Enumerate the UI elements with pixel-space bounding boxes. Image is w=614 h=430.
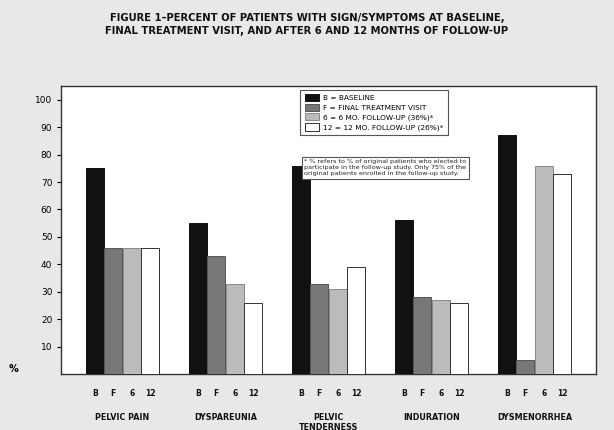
Bar: [207, 256, 225, 374]
Text: F: F: [317, 389, 322, 398]
Text: 12: 12: [557, 389, 567, 398]
Text: 12: 12: [145, 389, 155, 398]
Text: 6: 6: [438, 389, 443, 398]
Bar: [328, 289, 347, 374]
Bar: [310, 283, 328, 374]
Bar: [292, 166, 309, 374]
Bar: [104, 248, 122, 374]
Text: FIGURE 1–PERCENT OF PATIENTS WITH SIGN/SYMPTOMS AT BASELINE,
FINAL TREATMENT VIS: FIGURE 1–PERCENT OF PATIENTS WITH SIGN/S…: [106, 13, 508, 36]
Text: 6: 6: [335, 389, 340, 398]
Text: 6: 6: [129, 389, 134, 398]
Text: 12: 12: [454, 389, 465, 398]
Bar: [141, 248, 159, 374]
Bar: [395, 221, 413, 374]
Bar: [86, 168, 104, 374]
Text: F: F: [111, 389, 116, 398]
Text: B: B: [504, 389, 510, 398]
Bar: [553, 174, 571, 374]
Text: INDURATION: INDURATION: [403, 412, 460, 421]
Bar: [516, 360, 534, 374]
Bar: [348, 267, 365, 374]
Text: B: B: [92, 389, 98, 398]
Text: 6: 6: [232, 389, 238, 398]
Bar: [450, 303, 468, 374]
Legend: B = BASELINE, F = FINAL TREATMENT VISIT, 6 = 6 MO. FOLLOW-UP (36%)*, 12 = 12 MO.: B = BASELINE, F = FINAL TREATMENT VISIT,…: [300, 90, 448, 135]
Text: F: F: [523, 389, 528, 398]
Bar: [123, 248, 141, 374]
Text: B: B: [401, 389, 406, 398]
Text: 12: 12: [248, 389, 258, 398]
Text: F: F: [419, 389, 425, 398]
Text: %: %: [9, 364, 18, 374]
Text: DYSPAREUNIA: DYSPAREUNIA: [194, 412, 257, 421]
Bar: [244, 303, 262, 374]
Text: B: B: [195, 389, 201, 398]
Text: PELVIC
TENDERNESS: PELVIC TENDERNESS: [299, 412, 358, 430]
Bar: [535, 166, 553, 374]
Text: 6: 6: [541, 389, 546, 398]
Text: PELVIC PAIN: PELVIC PAIN: [95, 412, 150, 421]
Text: DYSMENORRHEA: DYSMENORRHEA: [497, 412, 572, 421]
Bar: [432, 300, 450, 374]
Bar: [498, 135, 516, 374]
Text: 12: 12: [351, 389, 362, 398]
Bar: [413, 297, 431, 374]
Bar: [188, 223, 207, 374]
Bar: [226, 283, 244, 374]
Text: F: F: [214, 389, 219, 398]
Text: B: B: [298, 389, 303, 398]
Text: * % refers to % of original patients who elected to
participate in the follow-up: * % refers to % of original patients who…: [305, 160, 467, 176]
